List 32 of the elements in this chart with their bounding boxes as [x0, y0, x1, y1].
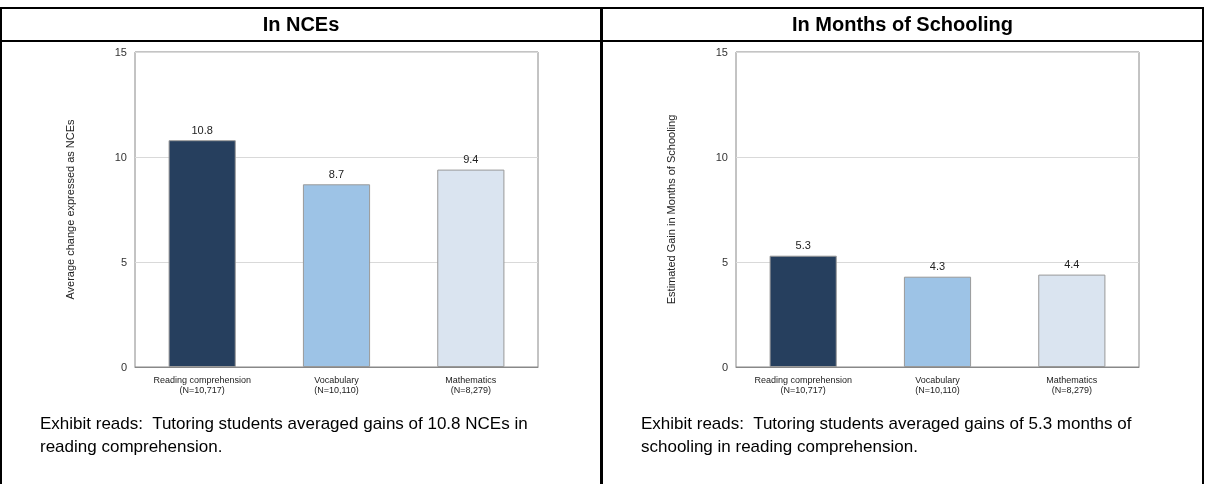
y-tick-label: 5 [120, 256, 127, 268]
x-tick-label: Mathematics (N=8,279) [445, 375, 497, 395]
data-label: 4.3 [929, 260, 946, 273]
x-tick-label: Vocabulary (N=10,110) [314, 375, 360, 395]
bar [302, 184, 371, 367]
bar [769, 255, 837, 367]
bar [168, 140, 236, 367]
data-label: 5.3 [795, 239, 811, 252]
y-tick-label: 15 [114, 46, 127, 58]
data-label: 10.8 [191, 123, 213, 136]
data-label: 8.7 [328, 167, 345, 180]
bar [437, 169, 505, 367]
y-axis-title: Average change expressed as NCEs [63, 118, 76, 300]
bar [903, 276, 972, 367]
x-tick-label: Vocabulary (N=10,110) [915, 375, 961, 395]
chart-title: In Months of Schooling [603, 9, 1202, 42]
x-tick-label: Mathematics (N=8,279) [1046, 375, 1098, 395]
text: Exhibit reads: Tutoring students averaged gains of 10.8 NCEs in reading comprehension. [40, 413, 529, 458]
data-label: 9.4 [463, 153, 479, 166]
text: Exhibit reads: Tutoring students averaged gains of 5.3 months of schooling in reading comprehension. [641, 413, 1133, 458]
y-axis-title: Estimated Gain in Months of Schooling [664, 114, 677, 305]
y-tick-label: 0 [721, 361, 728, 373]
y-tick-label: 5 [721, 256, 728, 268]
data-label: 4.4 [1064, 258, 1080, 271]
y-tick-label: 10 [715, 151, 728, 163]
y-tick-label: 0 [120, 361, 127, 373]
chart-title: In NCEs [2, 9, 600, 42]
x-tick-label: Reading comprehension (N=10,717) [153, 375, 251, 395]
y-tick-label: 15 [715, 46, 728, 58]
x-tick-label: Reading comprehension (N=10,717) [754, 375, 852, 395]
y-tick-label: 10 [114, 151, 127, 163]
bar [1038, 274, 1106, 367]
